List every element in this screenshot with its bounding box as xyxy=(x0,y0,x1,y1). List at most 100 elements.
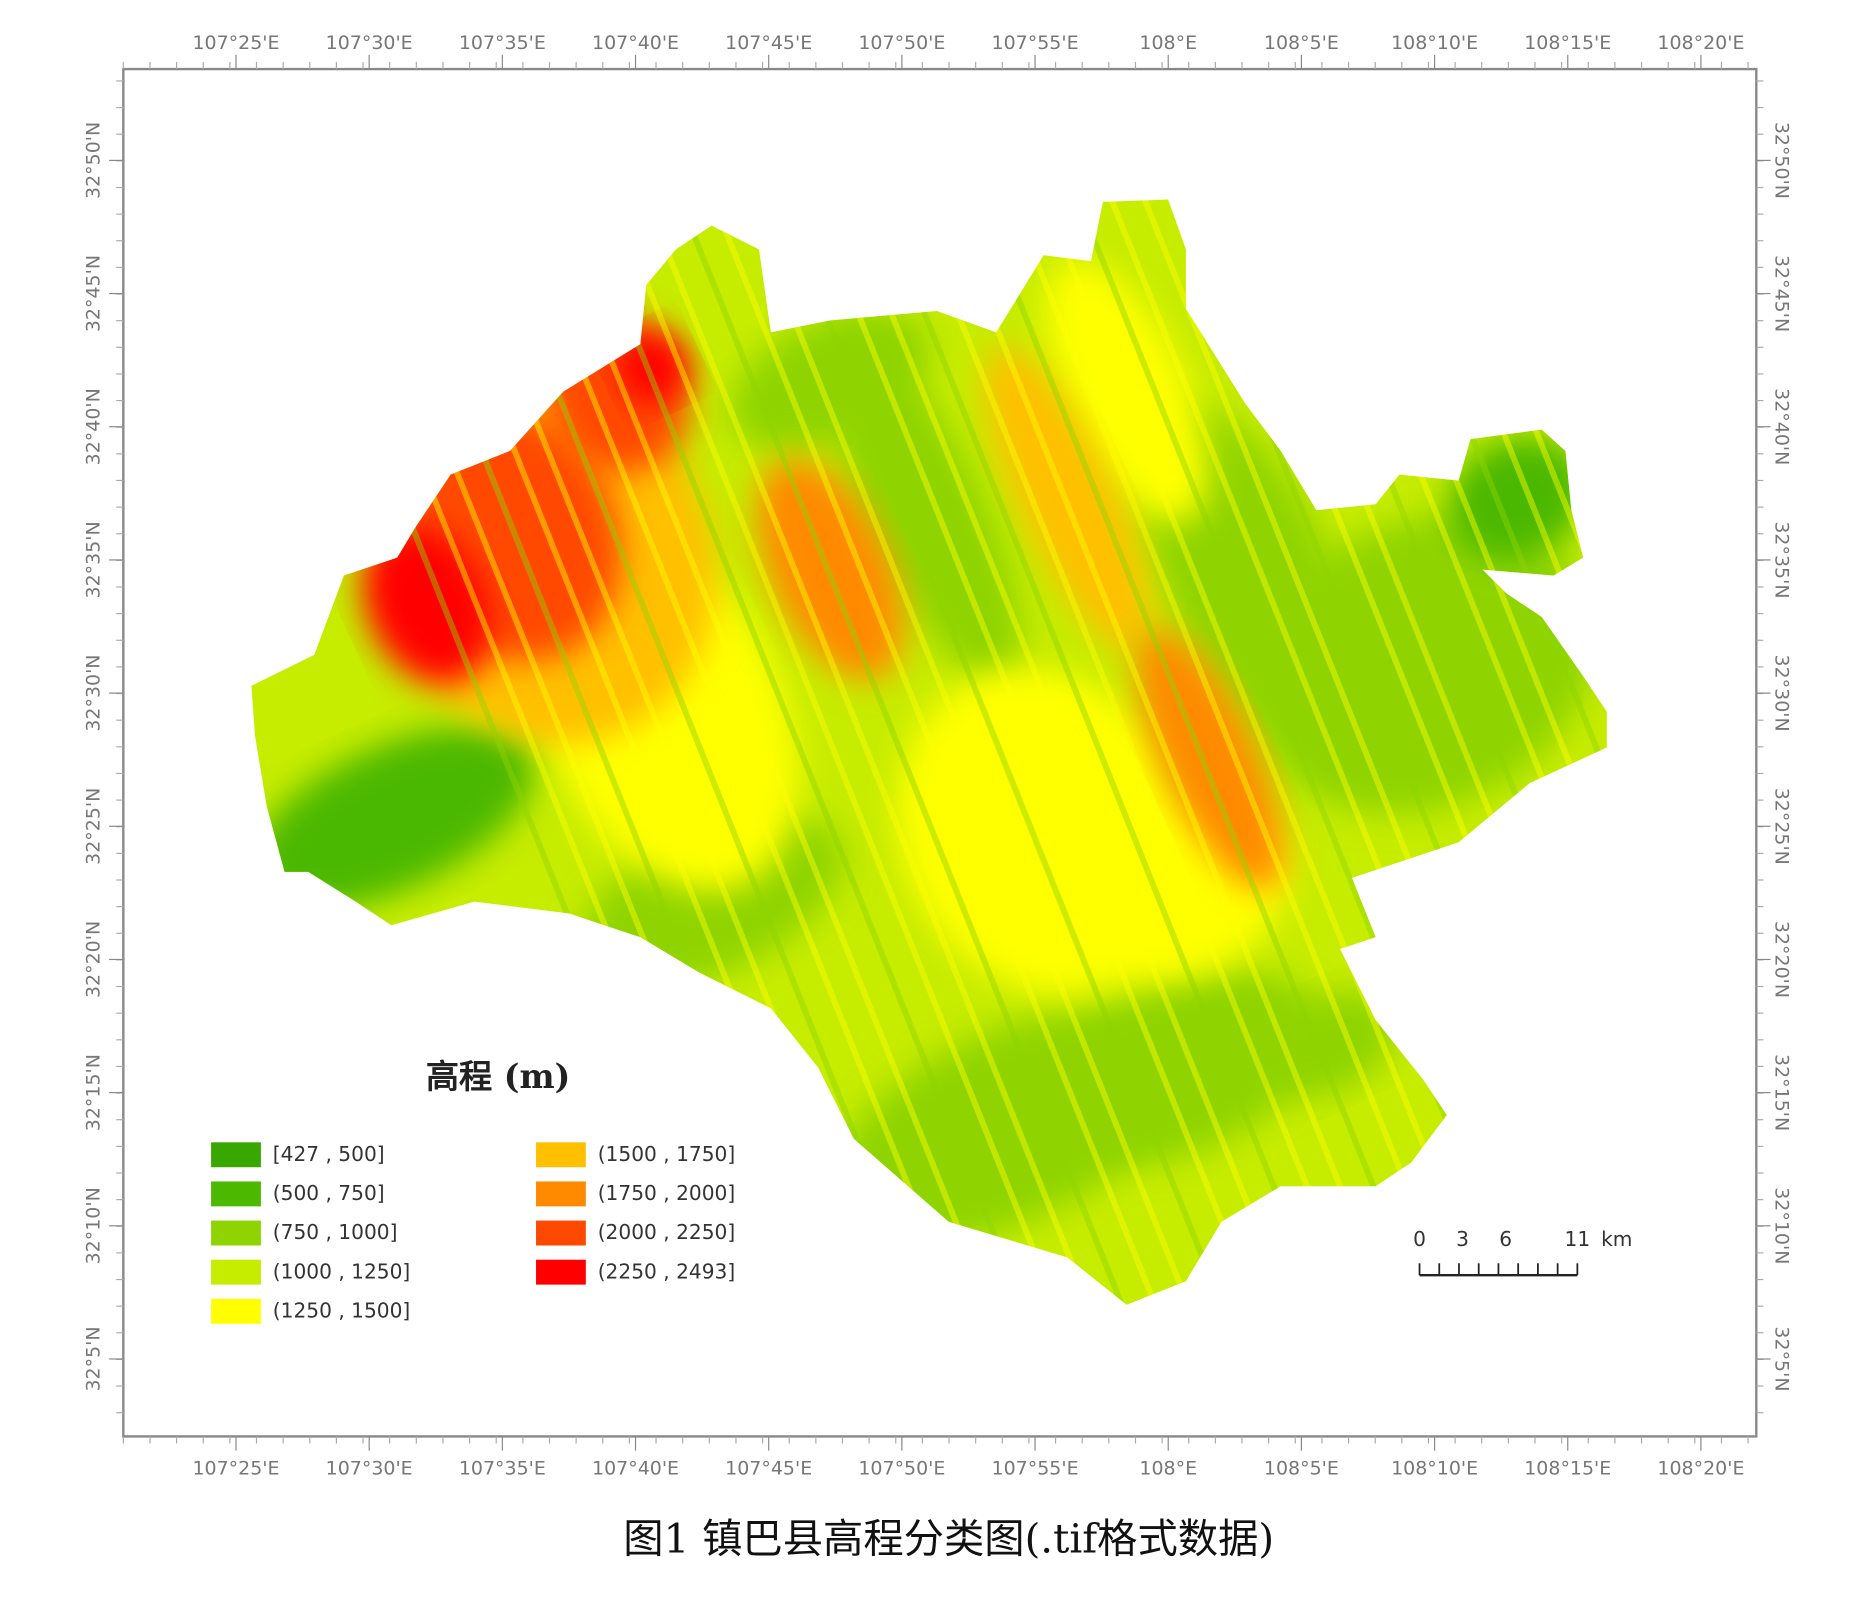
latitude-label: 32°50'N xyxy=(1770,122,1792,199)
terrain-ridge xyxy=(668,199,1125,1305)
terrain-ridge xyxy=(1066,199,1524,1305)
scale-bar-unit: km xyxy=(1601,1227,1632,1251)
terrain-ridge xyxy=(1033,199,1490,1305)
legend-label: (1250 , 1500] xyxy=(273,1298,411,1322)
longitude-label: 107°30'E xyxy=(326,1457,413,1479)
latitude-label: 32°15'N xyxy=(83,1054,105,1131)
legend-swatch xyxy=(211,1181,261,1207)
terrain-ridge xyxy=(701,199,1158,1305)
longitude-label: 108°10'E xyxy=(1391,1457,1478,1479)
longitude-label: 107°35'E xyxy=(459,1457,546,1479)
latitude-label: 32°5'N xyxy=(83,1326,105,1391)
terrain-ridge xyxy=(568,199,1025,1305)
legend-swatch xyxy=(536,1220,586,1246)
terrain-ridge xyxy=(768,199,1225,1305)
longitude-label: 107°45'E xyxy=(725,32,812,54)
legend-label: (750 , 1000] xyxy=(273,1220,398,1244)
legend-swatch xyxy=(211,1142,261,1168)
terrain-ridge xyxy=(602,199,1059,1305)
terrain-patch xyxy=(616,332,688,404)
legend-label: (1500 , 1750] xyxy=(598,1142,736,1166)
longitude-label: 107°45'E xyxy=(725,1457,812,1479)
terrain-ridge xyxy=(635,199,1092,1305)
latitude-label: 32°30'N xyxy=(1770,655,1792,732)
elevation-raster xyxy=(251,199,1607,1305)
longitude-label: 108°E xyxy=(1139,1457,1197,1479)
caption: 图1 镇巴县高程分类图(.tif格式数据) xyxy=(623,1515,1274,1562)
legend-swatch xyxy=(211,1298,261,1324)
terrain-patch xyxy=(828,336,1022,685)
latitude-label: 32°40'N xyxy=(1770,388,1792,465)
terrain-patch xyxy=(251,726,535,911)
latitude-label: 32°10'N xyxy=(1770,1187,1792,1264)
terrain-patch xyxy=(1045,260,1208,524)
legend-label: (2000 , 2250] xyxy=(598,1220,736,1244)
legend-label: [427 , 500] xyxy=(273,1142,385,1166)
terrain-ridge xyxy=(1000,199,1457,1305)
legend-title: 高程 (m) xyxy=(426,1057,570,1096)
terrain-ridge xyxy=(801,199,1258,1305)
latitude-label: 32°45'N xyxy=(1770,255,1792,332)
scale-bar-label: 6 xyxy=(1499,1227,1512,1251)
longitude-label: 108°10'E xyxy=(1391,32,1478,54)
latitude-label: 32°10'N xyxy=(83,1187,105,1264)
terrain-patch xyxy=(1052,971,1320,1164)
longitude-label: 108°5'E xyxy=(1264,32,1339,54)
longitude-label: 107°55'E xyxy=(992,1457,1079,1479)
longitude-label: 108°20'E xyxy=(1657,32,1744,54)
legend-swatch xyxy=(536,1181,586,1207)
terrain-patch xyxy=(362,525,492,685)
legend-swatch xyxy=(536,1142,586,1168)
terrain-patch xyxy=(1448,436,1588,560)
longitude-label: 107°55'E xyxy=(992,32,1079,54)
latitude-label: 32°35'N xyxy=(83,521,105,598)
legend-swatch xyxy=(211,1259,261,1285)
terrain-ridge xyxy=(967,199,1424,1305)
longitude-label: 108°5'E xyxy=(1264,1457,1339,1479)
scale-bar-label: 11 xyxy=(1565,1227,1591,1251)
latitude-label: 32°40'N xyxy=(83,388,105,465)
latitude-label: 32°35'N xyxy=(1770,521,1792,598)
longitude-label: 108°15'E xyxy=(1524,32,1611,54)
latitude-label: 32°20'N xyxy=(83,921,105,998)
longitude-label: 107°30'E xyxy=(326,32,413,54)
terrain-ridge xyxy=(834,199,1291,1305)
latitude-label: 32°15'N xyxy=(1770,1054,1792,1131)
terrain-patch xyxy=(1260,991,1396,1097)
legend-label: (2250 , 2493] xyxy=(598,1259,736,1283)
longitude-label: 107°50'E xyxy=(858,32,945,54)
longitude-label: 108°20'E xyxy=(1657,1457,1744,1479)
latitude-label: 32°5'N xyxy=(1770,1326,1792,1391)
longitude-label: 108°E xyxy=(1139,32,1197,54)
terrain-ridge xyxy=(535,199,992,1305)
terrain-ridge xyxy=(934,199,1391,1305)
latitude-label: 32°25'N xyxy=(1770,788,1792,865)
legend-swatch xyxy=(536,1259,586,1285)
latitude-label: 32°30'N xyxy=(83,655,105,732)
latitude-label: 32°20'N xyxy=(1770,921,1792,998)
latitude-label: 32°25'N xyxy=(83,788,105,865)
legend-label: (1750 , 2000] xyxy=(598,1181,736,1205)
latitude-label: 32°50'N xyxy=(83,122,105,199)
terrain-ridge xyxy=(900,199,1358,1305)
legend-swatch xyxy=(211,1220,261,1246)
latitude-label: 32°45'N xyxy=(83,255,105,332)
longitude-label: 107°35'E xyxy=(459,32,546,54)
longitude-label: 108°15'E xyxy=(1524,1457,1611,1479)
terrain-patch xyxy=(1135,628,1284,890)
terrain-ridge xyxy=(1565,199,1607,1305)
longitude-label: 107°40'E xyxy=(592,1457,679,1479)
terrain-patch xyxy=(756,459,904,680)
terrain-patch xyxy=(730,309,931,450)
longitude-label: 107°25'E xyxy=(192,1457,279,1479)
longitude-label: 107°40'E xyxy=(592,32,679,54)
map-frame xyxy=(122,67,1758,1438)
terrain-ridge xyxy=(734,199,1192,1305)
terrain-ridge xyxy=(867,199,1324,1305)
longitude-label: 107°25'E xyxy=(192,32,279,54)
terrain-patch xyxy=(985,346,1150,651)
legend-label: (1000 , 1250] xyxy=(273,1259,411,1283)
legend-label: (500 , 750] xyxy=(273,1181,385,1205)
